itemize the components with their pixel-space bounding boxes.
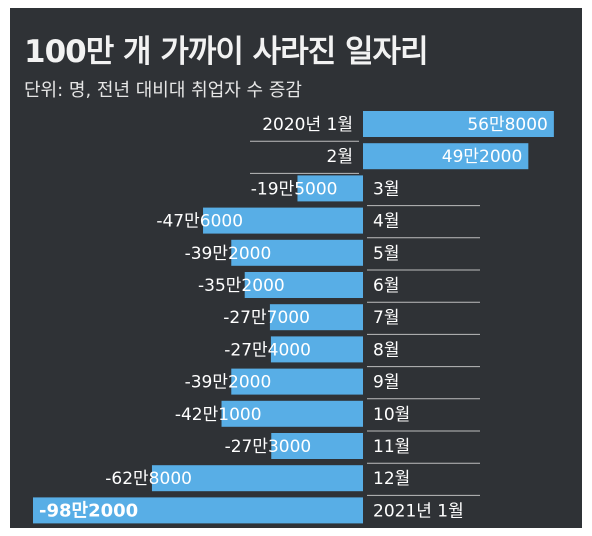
value-label: 49만2000 xyxy=(442,147,523,167)
category-label: 12월 xyxy=(373,469,410,489)
value-label: -62만8000 xyxy=(105,469,192,489)
category-label: 5월 xyxy=(373,244,399,264)
category-label: 11월 xyxy=(373,437,410,457)
value-label: -35만2000 xyxy=(198,276,285,296)
category-label: 3월 xyxy=(373,179,399,199)
value-label: -47만6000 xyxy=(156,212,243,232)
value-label: -27만3000 xyxy=(225,437,312,457)
value-label: -39만2000 xyxy=(185,244,272,264)
category-label: 8월 xyxy=(373,340,399,360)
category-label: 2월 xyxy=(327,147,353,167)
category-label: 10월 xyxy=(373,405,410,425)
chart-title: 100만 개 가까이 사라진 일자리 xyxy=(24,34,429,70)
chart-subtitle: 단위: 명, 전년 대비대 취업자 수 증감 xyxy=(24,80,302,101)
category-label: 7월 xyxy=(373,308,399,328)
bar xyxy=(269,304,363,331)
value-label: -27만7000 xyxy=(223,308,310,328)
category-label: 2020년 1월 xyxy=(262,115,353,135)
category-label: 6월 xyxy=(373,276,399,296)
bar xyxy=(271,433,363,459)
category-label: 2021년 1월 xyxy=(373,501,464,521)
value-label: -19만5000 xyxy=(251,179,338,199)
bar xyxy=(270,336,363,363)
bar xyxy=(231,368,363,395)
bar xyxy=(221,400,363,427)
bar xyxy=(231,239,363,266)
bar xyxy=(363,143,529,170)
category-label: 9월 xyxy=(373,373,399,393)
value-label: -42만1000 xyxy=(175,405,262,425)
bar xyxy=(151,465,363,492)
category-label: 4월 xyxy=(373,212,399,232)
bar-chart: 2020년 1월 56만8000 2월 49만2000 3월 -19만5000 4월 -47만… xyxy=(33,111,554,524)
bar xyxy=(244,272,363,298)
bar xyxy=(297,175,363,202)
bar xyxy=(203,207,363,234)
value-label: -39만2000 xyxy=(185,373,272,393)
value-label: -27만4000 xyxy=(224,340,311,360)
value-label: 56만8000 xyxy=(467,115,548,135)
value-label: -98만2000 xyxy=(39,500,138,521)
chart-panel: 100만 개 가까이 사라진 일자리 단위: 명, 전년 대비대 취업자 수 증… xyxy=(10,8,582,528)
bar xyxy=(363,111,554,137)
bar xyxy=(33,497,363,524)
